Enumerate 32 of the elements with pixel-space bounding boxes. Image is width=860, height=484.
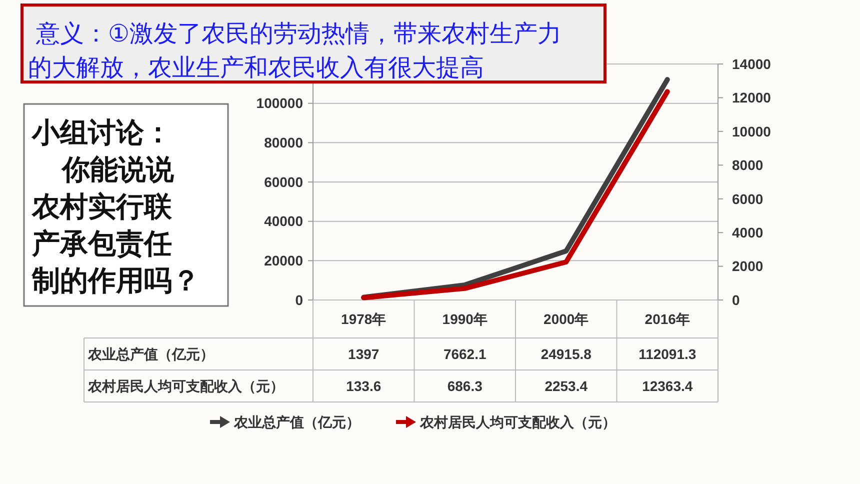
text: 农村居民人均可支配收入（元） <box>88 378 284 394</box>
data-label: 2253.4 <box>544 378 588 394</box>
y-tick-label: 20000 <box>264 252 304 269</box>
y-tick-label: 60000 <box>264 174 304 190</box>
x-tick-label: 1990年 <box>442 310 488 327</box>
y2-tick-label: 10000 <box>732 123 772 140</box>
y-tick-label: 40000 <box>264 213 304 230</box>
text: 小组讨论：你能说说农村实行联产承包责任制的作用吗？ <box>31 116 200 296</box>
x-tick-label: 2016年 <box>644 310 690 327</box>
data-label: 24915.8 <box>540 346 592 362</box>
y2-tick-label: 12000 <box>732 90 772 106</box>
x-tick-label: 1978年 <box>341 310 386 327</box>
data-label: 1397 <box>348 346 380 362</box>
y2-tick-label: 14000 <box>732 56 772 72</box>
legend-label: 农业总产值（亿元） <box>233 414 360 430</box>
data-label: 133.6 <box>346 378 382 394</box>
y-tick-label: 80000 <box>264 134 304 151</box>
y2-tick-label: 8000 <box>732 157 764 174</box>
y2-tick-label: 0 <box>732 292 740 308</box>
y2-tick-label: 6000 <box>732 190 764 207</box>
data-label: 7662.1 <box>443 346 486 362</box>
text: 农业总产值（亿元） <box>88 346 214 362</box>
data-label: 112091.3 <box>638 346 696 362</box>
legend-label: 农村居民人均可支配收入（元） <box>419 414 616 430</box>
y-tick-label: 0 <box>295 292 304 308</box>
x-tick-label: 2000年 <box>544 310 589 327</box>
y-tick-label: 100000 <box>256 95 304 112</box>
data-label: 686.3 <box>447 378 483 394</box>
y2-tick-label: 2000 <box>732 258 764 274</box>
y2-tick-label: 4000 <box>732 224 764 240</box>
annotation: 意义：①激发了农民的劳动热情，带来农村生产力的大解放，农业生产和农民收入有很大提高 <box>28 20 562 82</box>
data-label: 12363.4 <box>642 378 693 394</box>
